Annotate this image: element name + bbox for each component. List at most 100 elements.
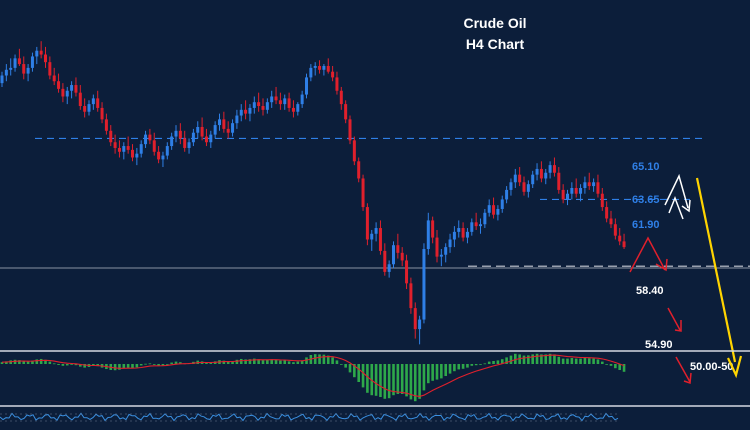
macd-bar bbox=[374, 364, 378, 396]
candle-body bbox=[552, 165, 556, 173]
macd-bar bbox=[22, 361, 26, 364]
candle-body bbox=[239, 109, 243, 116]
red-arrowhead-2 bbox=[674, 320, 682, 332]
red-arrowhead-3 bbox=[683, 372, 692, 385]
macd-bar bbox=[361, 364, 365, 388]
candle-body bbox=[74, 85, 78, 93]
candle-body bbox=[96, 98, 100, 108]
macd-bar bbox=[461, 364, 465, 369]
macd-bar bbox=[231, 361, 234, 364]
macd-bar bbox=[427, 364, 430, 384]
candle-body bbox=[218, 119, 221, 126]
candle-body bbox=[213, 125, 217, 135]
macd-bar bbox=[209, 362, 213, 364]
macd-bar bbox=[518, 354, 521, 364]
macd-bar bbox=[253, 358, 256, 364]
macd-bar bbox=[57, 364, 60, 365]
candle-body bbox=[618, 235, 622, 242]
candle-body bbox=[26, 67, 30, 74]
candle-body bbox=[87, 104, 91, 112]
candle-body bbox=[457, 228, 461, 232]
candle-body bbox=[422, 249, 426, 320]
candle-body bbox=[600, 193, 604, 208]
red-path-arrow-3 bbox=[675, 356, 691, 383]
candle-body bbox=[479, 224, 482, 227]
candle-body bbox=[261, 106, 265, 110]
candle-body bbox=[587, 182, 591, 187]
candle-body bbox=[187, 142, 191, 148]
macd-bar bbox=[522, 355, 526, 364]
candle-group bbox=[0, 41, 626, 345]
candle-body bbox=[418, 319, 422, 330]
candle-body bbox=[265, 102, 269, 110]
candle-body bbox=[91, 98, 95, 105]
candle-body bbox=[583, 182, 587, 188]
macd-bar bbox=[548, 353, 552, 364]
macd-bar bbox=[135, 364, 139, 368]
candle-body bbox=[17, 58, 21, 65]
macd-bar bbox=[118, 364, 121, 370]
candle-body bbox=[326, 65, 330, 72]
candle-body bbox=[352, 140, 356, 162]
candle-body bbox=[191, 132, 195, 143]
candle-body bbox=[348, 119, 352, 141]
candle-body bbox=[165, 146, 169, 156]
red-path-arrow-2 bbox=[667, 307, 681, 331]
macd-bar bbox=[357, 364, 360, 382]
candle-body bbox=[235, 115, 239, 124]
macd-bar bbox=[405, 364, 408, 397]
macd-bar bbox=[483, 363, 487, 365]
macd-bar bbox=[431, 364, 434, 381]
macd-bar bbox=[527, 355, 530, 364]
macd-bar bbox=[583, 358, 587, 364]
macd-bar bbox=[457, 364, 461, 370]
candle-body bbox=[526, 184, 530, 192]
macd-bar bbox=[409, 364, 413, 400]
candle-body bbox=[48, 62, 52, 76]
level-label: 63.65 bbox=[632, 194, 660, 206]
macd-bar bbox=[496, 360, 500, 364]
level-label: 65.10 bbox=[632, 161, 660, 173]
macd-bar bbox=[448, 364, 452, 374]
candle-body bbox=[483, 212, 487, 225]
candle-body bbox=[370, 233, 374, 240]
macd-bar bbox=[13, 359, 17, 364]
macd-bar bbox=[587, 358, 591, 364]
macd-bar bbox=[422, 364, 426, 391]
macd-bar bbox=[605, 364, 608, 365]
candle-body bbox=[222, 119, 226, 129]
candle-body bbox=[544, 172, 548, 179]
candle-body bbox=[448, 239, 452, 248]
candle-body bbox=[44, 54, 47, 63]
macd-bar bbox=[126, 364, 130, 368]
candle-body bbox=[452, 231, 456, 240]
candle-body bbox=[409, 283, 413, 309]
candle-body bbox=[57, 81, 61, 89]
candle-body bbox=[104, 119, 108, 131]
macd-bar bbox=[387, 364, 391, 399]
candle-body bbox=[100, 107, 104, 120]
macd-bar bbox=[148, 363, 152, 365]
macd-bar bbox=[261, 360, 265, 364]
macd-bar bbox=[222, 360, 226, 364]
macd-bar bbox=[492, 361, 495, 364]
candle-body bbox=[313, 65, 317, 68]
candle-body bbox=[622, 241, 626, 248]
candle-body bbox=[513, 174, 517, 183]
candle-body bbox=[278, 100, 282, 105]
candle-body bbox=[170, 136, 174, 147]
macd-bar bbox=[379, 364, 382, 397]
macd-bar bbox=[44, 359, 47, 364]
macd-bar bbox=[570, 358, 574, 364]
candle-body bbox=[548, 165, 552, 173]
candle-body bbox=[522, 182, 526, 192]
macd-bar bbox=[500, 359, 504, 364]
candle-body bbox=[613, 224, 617, 236]
candle-body bbox=[374, 228, 378, 234]
macd-bar bbox=[531, 354, 534, 364]
macd-bar bbox=[305, 357, 308, 364]
macd-bar bbox=[413, 364, 417, 402]
candle-body bbox=[344, 104, 348, 120]
